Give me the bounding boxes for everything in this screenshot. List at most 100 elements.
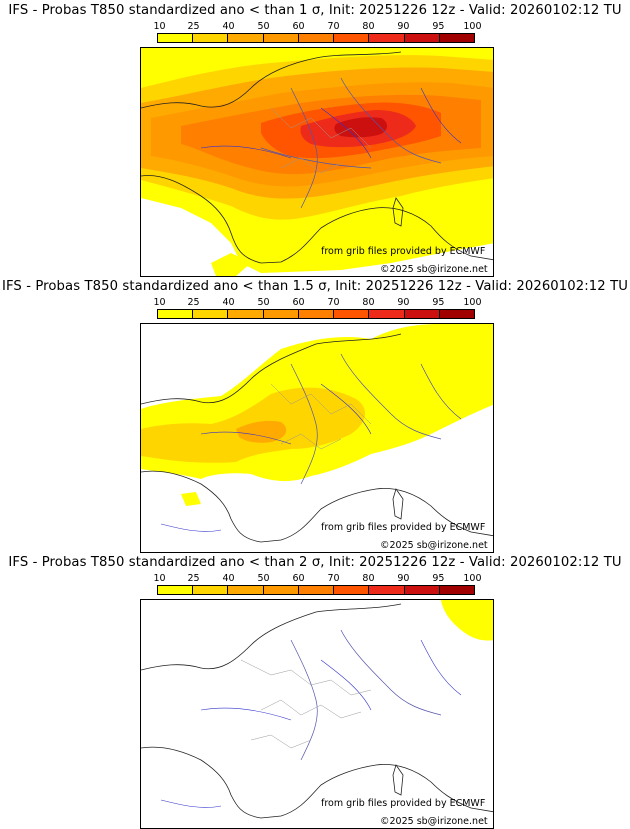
region-border: [240, 659, 372, 749]
coastline: [141, 746, 493, 819]
colorbar-tick: 70: [327, 297, 340, 308]
river: [160, 363, 462, 532]
colorbar-swatch: [439, 34, 474, 42]
colorbar-swatch: [369, 310, 405, 318]
colorbar-tick: 95: [432, 573, 445, 584]
colorbar-swatch: [369, 34, 405, 42]
colorbar-swatch: [228, 34, 264, 42]
colorbar-tick: 50: [257, 297, 270, 308]
colorbar-tick: 10: [153, 21, 166, 32]
panel-2sigma: IFS - Probas T850 standardized ano < tha…: [0, 552, 630, 829]
prob-area-10: [181, 492, 201, 506]
colorbar: [157, 33, 475, 43]
source-credit: from grib files provided by ECMWF: [321, 522, 486, 533]
colorbar-swatch: [263, 586, 299, 594]
coastline: [392, 197, 404, 227]
colorbar-tick: 70: [327, 573, 340, 584]
colorbar-swatch: [158, 586, 194, 594]
prob-area-10: [441, 600, 493, 641]
colorbar-tick: 95: [432, 21, 445, 32]
colorbar-swatch: [193, 586, 229, 594]
prob-area-10: [211, 253, 251, 276]
colorbar-swatch: [439, 310, 474, 318]
colorbar-swatch: [298, 586, 335, 594]
colorbar-tick: 90: [397, 297, 410, 308]
colorbar-swatch: [298, 34, 335, 42]
coastline: [392, 764, 404, 796]
colorbar-tick: 40: [222, 573, 235, 584]
colorbar-tick: 80: [362, 297, 375, 308]
panel-title: IFS - Probas T850 standardized ano < tha…: [8, 3, 622, 18]
colorbar-swatch: [334, 586, 370, 594]
colorbar-swatch: [158, 34, 194, 42]
coastline: [141, 603, 402, 671]
map-canvas: [141, 600, 493, 819]
copyright-credit: ©2025 sb@irizone.net: [380, 264, 488, 275]
colorbar-tick: 10: [153, 297, 166, 308]
country-border: [260, 77, 442, 209]
colorbar-tick: 25: [187, 573, 200, 584]
map-canvas: [141, 48, 493, 276]
colorbar-tick: 25: [187, 21, 200, 32]
colorbar-tick: 70: [327, 21, 340, 32]
colorbar-tick: 40: [222, 297, 235, 308]
colorbar-tick-labels: 10 25 40 50 60 70 80 90 95 100: [153, 297, 481, 308]
probability-map: [140, 323, 494, 553]
colorbar-tick: 100: [463, 573, 482, 584]
prob-area-90: [334, 117, 387, 138]
panel-1-5sigma: IFS - Probas T850 standardized ano < tha…: [0, 276, 630, 553]
coastline: [141, 333, 402, 405]
panel-title: IFS - Probas T850 standardized ano < tha…: [8, 555, 622, 570]
colorbar-swatch: [263, 34, 299, 42]
colorbar-tick: 95: [432, 297, 445, 308]
river: [160, 639, 462, 808]
prob-area-40: [236, 420, 287, 443]
colorbar-swatch: [334, 310, 370, 318]
country-border: [290, 629, 442, 761]
colorbar: [157, 585, 475, 595]
colorbar-tick: 50: [257, 573, 270, 584]
colorbar-swatch: [263, 310, 299, 318]
panel-1sigma: IFS - Probas T850 standardized ano < tha…: [0, 0, 630, 277]
colorbar: [157, 309, 475, 319]
colorbar-swatch: [334, 34, 370, 42]
copyright-credit: ©2025 sb@irizone.net: [380, 816, 488, 827]
colorbar-swatch: [298, 310, 335, 318]
probability-map: [140, 47, 494, 277]
colorbar-tick: 50: [257, 21, 270, 32]
colorbar-tick: 80: [362, 21, 375, 32]
colorbar-swatch: [158, 310, 194, 318]
coastline: [141, 175, 493, 264]
colorbar-swatch: [369, 586, 405, 594]
colorbar-tick: 90: [397, 573, 410, 584]
region-border: [270, 107, 372, 174]
copyright-credit: ©2025 sb@irizone.net: [380, 540, 488, 551]
probability-map: [140, 599, 494, 829]
colorbar-tick: 100: [463, 21, 482, 32]
panel-title: IFS - Probas T850 standardized ano < tha…: [1, 279, 628, 294]
colorbar-tick: 80: [362, 573, 375, 584]
colorbar-tick: 60: [292, 21, 305, 32]
colorbar-swatch: [193, 310, 229, 318]
colorbar-tick-labels: 10 25 40 50 60 70 80 90 95 100: [153, 21, 481, 32]
colorbar-tick: 60: [292, 297, 305, 308]
colorbar-swatch: [193, 34, 229, 42]
colorbar-tick: 40: [222, 21, 235, 32]
coastline: [141, 470, 493, 543]
country-border: [290, 353, 442, 485]
colorbar-tick: 100: [463, 297, 482, 308]
colorbar-swatch: [404, 310, 440, 318]
region-border: [270, 383, 372, 450]
colorbar-tick: 60: [292, 573, 305, 584]
coastline: [141, 51, 402, 109]
colorbar-tick: 90: [397, 21, 410, 32]
source-credit: from grib files provided by ECMWF: [321, 246, 486, 257]
colorbar-tick-labels: 10 25 40 50 60 70 80 90 95 100: [153, 573, 481, 584]
colorbar-swatch: [228, 310, 264, 318]
colorbar-swatch: [439, 586, 474, 594]
map-canvas: [141, 324, 493, 543]
source-credit: from grib files provided by ECMWF: [321, 798, 486, 809]
river: [200, 87, 462, 159]
colorbar-swatch: [404, 586, 440, 594]
colorbar-swatch: [404, 34, 440, 42]
